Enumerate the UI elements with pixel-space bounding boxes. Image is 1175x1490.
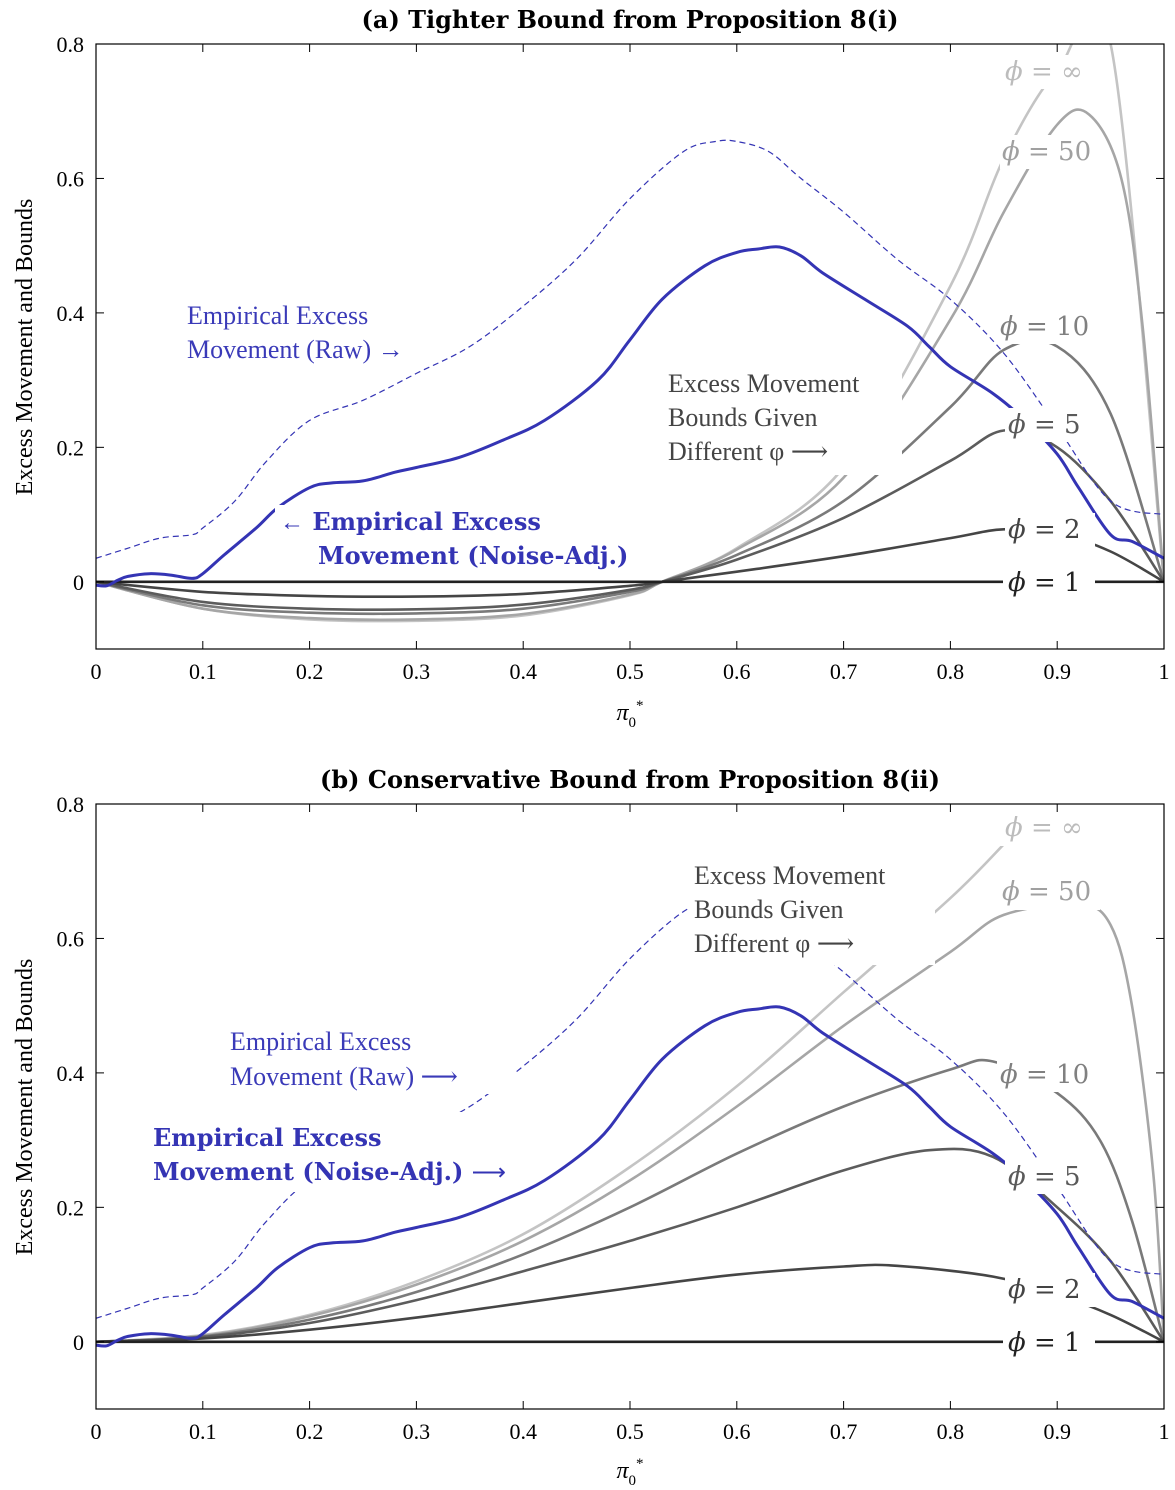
y-axis-label-b: Excess Movement and Bounds xyxy=(12,959,38,1256)
series-line-phi-inf xyxy=(96,44,1164,623)
x-tick-label: 0.8 xyxy=(937,1419,965,1444)
series-line-phi-10 xyxy=(96,1058,1164,1344)
annotation-raw-a-line2: Movement (Raw) → xyxy=(187,335,404,364)
annotation-noiseadj-a-line1: ← Empirical Excess xyxy=(280,507,541,536)
annotation-bounds-b-line3: Different φ ⟶ xyxy=(694,929,854,958)
y-tick-label: 0.6 xyxy=(57,926,85,951)
annotation-bounds-b-line1: Excess Movement xyxy=(694,861,886,890)
y-tick-label: 0.2 xyxy=(57,435,85,460)
x-tick-label: 0.4 xyxy=(509,1419,537,1444)
chart-title-b: (b) Conservative Bound from Proposition … xyxy=(320,765,940,794)
axis-ticks-a: 0 0.1 0.2 0.3 0.4 0.5 0.6 0.7 0.8 0.9 1 0 0.2 0.4 0.6 0… xyxy=(57,32,1170,684)
x-tick-label: 0.5 xyxy=(616,1419,644,1444)
series-line-phi-5 xyxy=(96,1147,1164,1344)
annotation-raw-a-line1: Empirical Excess xyxy=(187,301,368,330)
x-tick-label: 0.1 xyxy=(189,659,217,684)
plot-area-b xyxy=(96,843,1164,1348)
series-line-phi-50 xyxy=(96,108,1164,622)
y-tick-label: 0.8 xyxy=(57,792,85,817)
label-phi-50-a: ϕ = 50 xyxy=(1002,137,1091,167)
series-line-empirical-excess-movement-raw xyxy=(96,899,1164,1319)
annotation-bounds-a-line3: Different φ ⟶ xyxy=(668,437,828,466)
annotations-a: Empirical Excess Movement (Raw) → ← Empi… xyxy=(187,301,902,577)
series-line-phi-50 xyxy=(96,903,1164,1344)
label-phi-inf-b: ϕ = ∞ xyxy=(1005,813,1083,843)
x-tick-label: 0.1 xyxy=(189,1419,217,1444)
x-tick-label: 0.2 xyxy=(296,1419,324,1444)
annotation-bounds-b-line2: Bounds Given xyxy=(694,895,844,924)
label-phi-2-a: ϕ = 2 xyxy=(1008,515,1081,545)
y-tick-label: 0 xyxy=(73,570,84,595)
x-tick-label: 0.3 xyxy=(403,1419,431,1444)
x-tick-label: 0.5 xyxy=(616,659,644,684)
series-line-empirical-excess-movement-noise-adj xyxy=(96,245,1164,588)
label-phi-1-a: ϕ = 1 xyxy=(1008,568,1081,598)
x-tick-label: 0 xyxy=(91,659,102,684)
y-tick-label: 0.8 xyxy=(57,32,85,57)
x-tick-label: 1 xyxy=(1159,659,1170,684)
x-tick-label: 0.9 xyxy=(1043,1419,1071,1444)
label-phi-1-b: ϕ = 1 xyxy=(1008,1328,1081,1358)
series-line-empirical-excess-movement-noise-adj xyxy=(96,1005,1164,1348)
x-tick-label: 0.6 xyxy=(723,659,751,684)
x-tick-label: 0.7 xyxy=(830,1419,858,1444)
x-tick-label: 0.6 xyxy=(723,1419,751,1444)
chart-title-a: (a) Tighter Bound from Proposition 8(i) xyxy=(362,5,899,34)
x-tick-label: 0.2 xyxy=(296,659,324,684)
y-tick-label: 0.2 xyxy=(57,1195,85,1220)
series-line-phi-10 xyxy=(96,338,1164,616)
y-tick-label: 0.4 xyxy=(57,301,85,326)
annotation-noiseadj-a-line2: Movement (Noise-Adj.) xyxy=(318,541,628,570)
axis-ticks-b: 0 0.1 0.2 0.3 0.4 0.5 0.6 0.7 0.8 0.9 1 0 0.2 0.4 0.6 0… xyxy=(57,792,1170,1444)
x-tick-label: 0.4 xyxy=(509,659,537,684)
annotation-noiseadj-b-line1: Empirical Excess xyxy=(153,1123,382,1152)
label-phi-50-b: ϕ = 50 xyxy=(1002,877,1091,907)
label-phi-2-b: ϕ = 2 xyxy=(1008,1275,1081,1305)
panel-b: (b) Conservative Bound from Proposition … xyxy=(12,765,1170,1489)
annotation-bounds-a-line1: Excess Movement xyxy=(668,369,860,398)
label-phi-inf-a: ϕ = ∞ xyxy=(1005,57,1083,87)
y-tick-label: 0 xyxy=(73,1330,84,1355)
x-tick-label: 1 xyxy=(1159,1419,1170,1444)
x-axis-label-a: π0* xyxy=(616,698,643,731)
series-line-empirical-excess-movement-raw xyxy=(96,139,1164,559)
label-phi-5-b: ϕ = 5 xyxy=(1008,1162,1081,1192)
x-axis-label-b: π0* xyxy=(616,1456,643,1489)
panel-a: (a) Tighter Bound from Proposition 8(i) … xyxy=(12,5,1170,731)
annotation-raw-b-line1: Empirical Excess xyxy=(230,1027,411,1056)
y-tick-label: 0.4 xyxy=(57,1061,85,1086)
annotation-bounds-a-line2: Bounds Given xyxy=(668,403,818,432)
annotation-raw-b-line2: Movement (Raw) ⟶ xyxy=(230,1062,458,1091)
x-tick-label: 0.3 xyxy=(403,659,431,684)
phi-labels-a: ϕ = ∞ ϕ = 50 ϕ = 10 ϕ = 5 ϕ = 2 ϕ = 1 xyxy=(997,55,1100,599)
x-tick-label: 0.7 xyxy=(830,659,858,684)
annotation-noiseadj-b-line2: Movement (Noise-Adj.) ⟶ xyxy=(153,1157,506,1186)
phi-labels-b: ϕ = ∞ ϕ = 50 ϕ = 10 ϕ = 5 ϕ = 2 ϕ = 1 xyxy=(997,812,1100,1359)
y-axis-label-a: Excess Movement and Bounds xyxy=(12,199,38,496)
annotations-b: Empirical Excess Movement (Raw) ⟶ Empiri… xyxy=(148,855,935,1192)
x-tick-label: 0 xyxy=(91,1419,102,1444)
label-phi-5-a: ϕ = 5 xyxy=(1008,410,1081,440)
label-phi-10-b: ϕ = 10 xyxy=(1000,1060,1089,1090)
y-tick-label: 0.6 xyxy=(57,166,85,191)
label-phi-10-a: ϕ = 10 xyxy=(1000,312,1089,342)
x-tick-label: 0.9 xyxy=(1043,659,1071,684)
x-tick-label: 0.8 xyxy=(937,659,965,684)
